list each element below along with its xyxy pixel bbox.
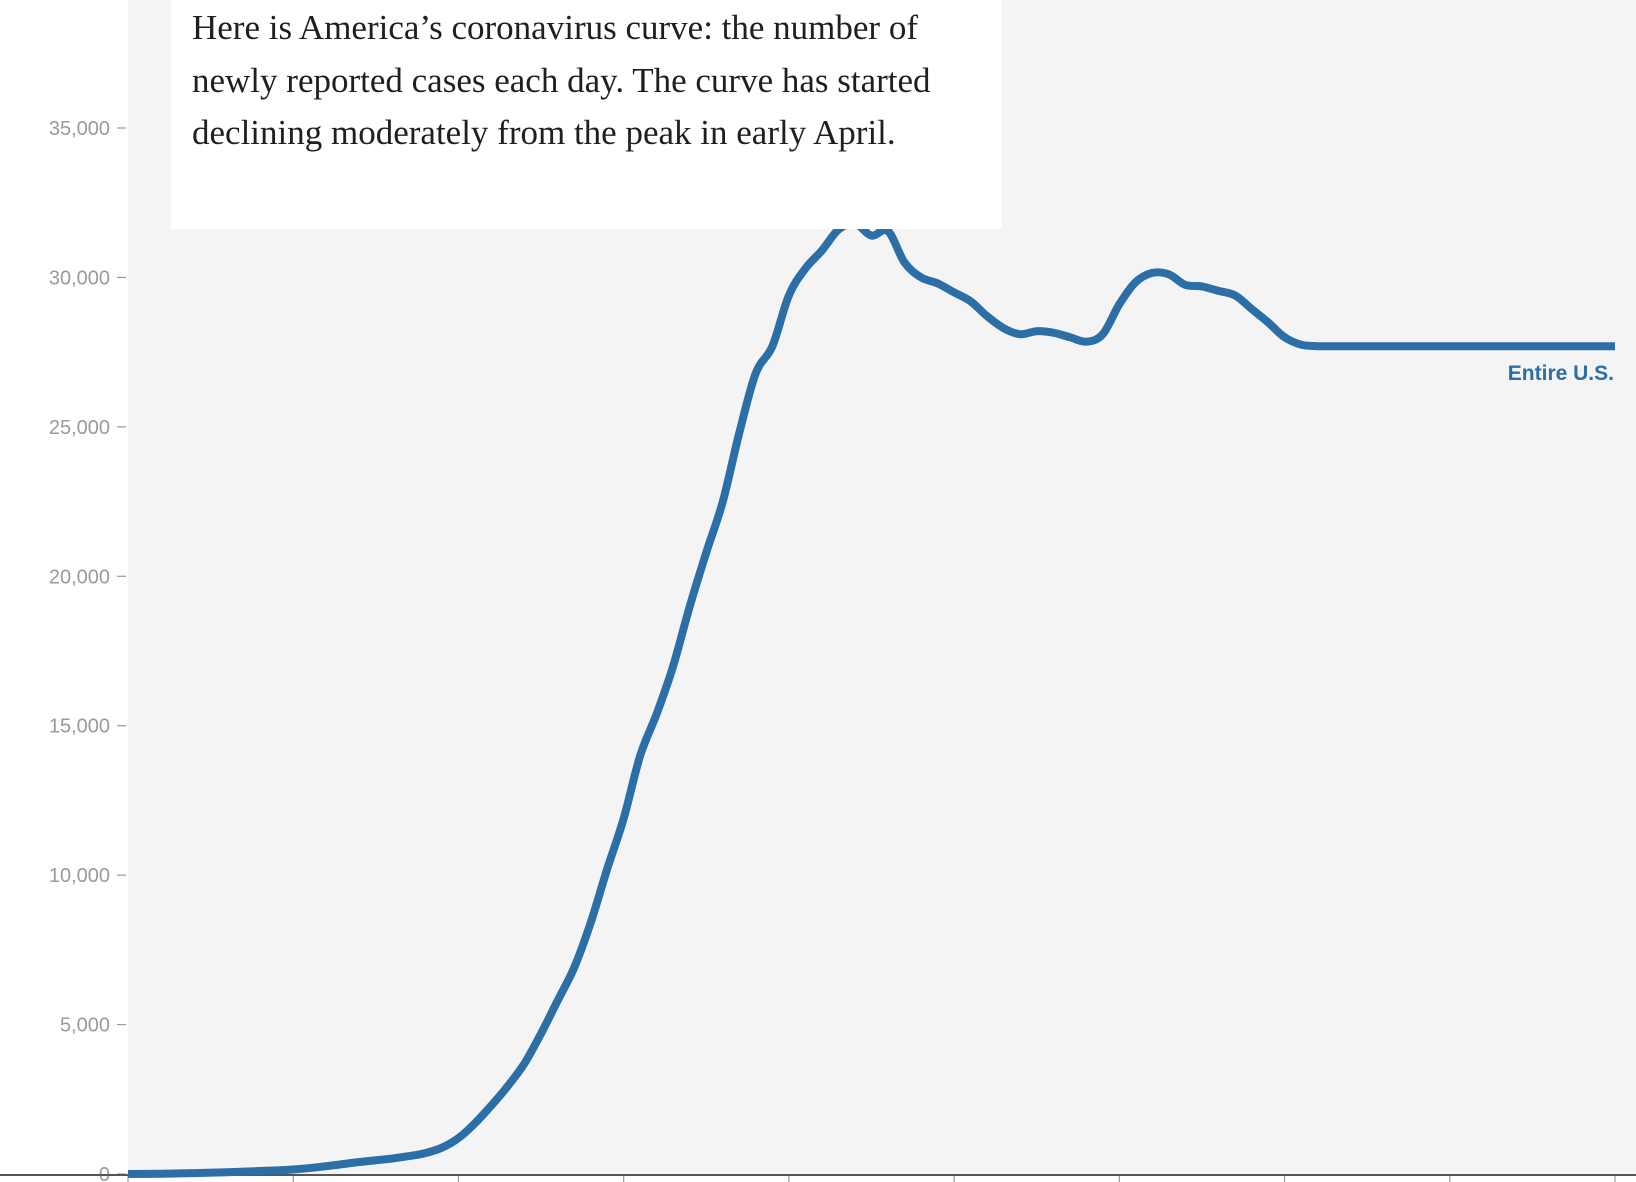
x-axis [0, 1174, 1636, 1182]
y-tick-label: 5,000 [60, 1015, 110, 1037]
y-tick-label: 15,000 [49, 716, 110, 738]
y-tick-label: 10,000 [49, 865, 110, 887]
y-tick-label: 25,000 [49, 417, 110, 439]
y-tick-label: 35,000 [49, 118, 110, 140]
y-tick-label: 0 [99, 1164, 110, 1182]
annotation-text: Here is America’s coronavirus curve: the… [192, 8, 931, 152]
series-label: Entire U.S. [1508, 362, 1614, 385]
y-tick-label: 30,000 [49, 267, 110, 289]
y-tick-label: 20,000 [49, 566, 110, 588]
annotation-box: Here is America’s coronavirus curve: the… [171, 0, 1002, 229]
series-line-entire-us [127, 219, 1615, 1178]
y-axis: 0 5,000 10,000 15,000 20,000 25,000 30,000 35,0… [49, 118, 126, 1182]
